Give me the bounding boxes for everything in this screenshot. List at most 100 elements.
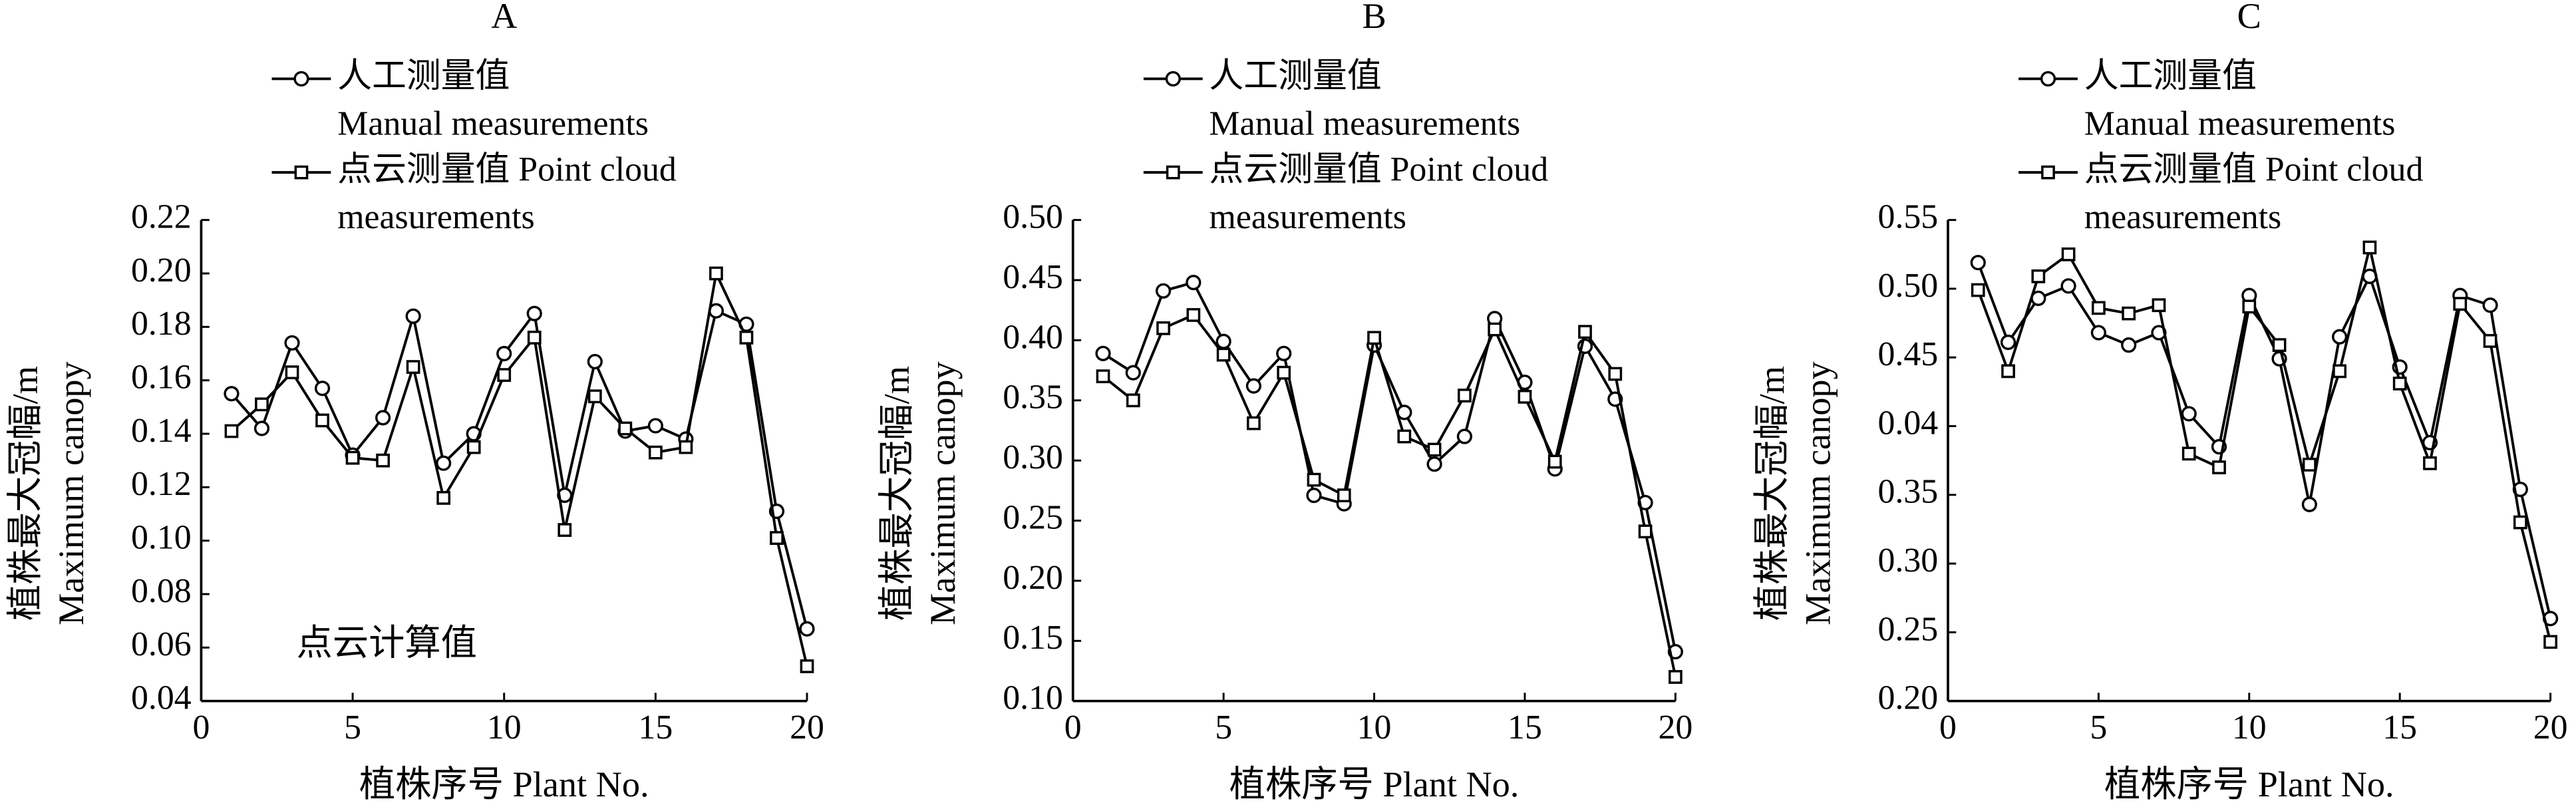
x-tick-label: 10 <box>1357 709 1392 746</box>
y-tick-label: 0.55 <box>1878 198 1939 236</box>
marker <box>2483 334 2497 348</box>
marker <box>1186 275 1202 291</box>
x-tick-label: 10 <box>487 709 522 746</box>
y-axis-label: 植株最大冠幅/m <box>1752 366 1792 621</box>
annotation: 点云计算值 <box>297 623 477 663</box>
x-tick-label: 15 <box>2382 709 2417 746</box>
marker <box>1247 416 1261 430</box>
marker <box>1367 331 1381 345</box>
marker <box>739 331 754 345</box>
chart-panel: A 0.04 0.06 0.08 0.10 0.12 0.14 0.16 0.18 0.20 0.2… <box>5 0 824 804</box>
y-tick-label: 0.50 <box>1003 198 1063 236</box>
y-axis-label: 植株最大冠幅/m <box>5 366 45 621</box>
marker <box>587 389 602 404</box>
marker <box>2392 377 2407 391</box>
legend-label: 点云测量值 Point cloud measurements <box>2084 149 2424 237</box>
y-tick-label: 0.10 <box>131 519 192 557</box>
marker <box>1488 322 1502 337</box>
marker <box>2122 306 2136 321</box>
x-tick-label: 5 <box>344 709 361 746</box>
marker <box>253 420 270 436</box>
marker <box>405 308 421 324</box>
y-axis-label: Maximum canopy <box>51 361 91 625</box>
marker <box>2423 456 2437 470</box>
y-tick-label: 0.45 <box>1878 335 1939 373</box>
chart-panel: C 0.20 0.25 0.30 0.35 0.04 0.45 0.50 0.55 0 5 10 15 2… <box>1752 0 2567 804</box>
marker <box>1547 454 1562 469</box>
y-tick-label: 0.20 <box>131 251 192 289</box>
marker <box>1126 393 1140 408</box>
marker <box>2121 337 2137 353</box>
y-tick-label: 0.15 <box>1003 619 1063 657</box>
marker <box>2333 364 2346 379</box>
y-tick-label: 0.04 <box>131 679 192 717</box>
marker <box>1215 333 1231 349</box>
x-tick-label: 0 <box>192 709 210 746</box>
y-tick-label: 0.40 <box>1003 318 1063 356</box>
marker <box>1337 488 1351 502</box>
marker <box>224 386 240 402</box>
marker <box>2513 515 2527 530</box>
chart-title: B <box>1362 0 1386 36</box>
y-tick-label: 0.18 <box>131 305 192 343</box>
marker <box>1096 369 1110 384</box>
marker <box>1186 308 1201 322</box>
marker <box>1458 389 1472 403</box>
y-tick-label: 0.50 <box>1878 267 1939 305</box>
marker <box>436 455 452 471</box>
chart-title: C <box>2237 0 2261 36</box>
legend-item: 人工测量值 Manual measurements <box>337 56 649 143</box>
marker <box>558 523 572 537</box>
marker <box>2242 299 2257 314</box>
y-tick-label: 0.45 <box>1003 258 1063 296</box>
marker <box>2060 278 2076 294</box>
y-axis-label: 植株最大冠幅/m <box>877 366 917 621</box>
y-tick-label: 0.12 <box>131 465 192 503</box>
marker <box>406 360 420 374</box>
marker <box>2543 635 2557 649</box>
marker <box>618 421 633 436</box>
marker <box>587 353 603 370</box>
marker <box>2181 406 2197 422</box>
chart-panel: B 0.10 0.15 0.20 0.25 0.30 0.35 0.40 0.45 0.50 0 5 1… <box>877 0 1692 804</box>
x-tick-label: 15 <box>638 709 673 746</box>
y-tick-label: 0.04 <box>1878 404 1939 442</box>
legend-item: 人工测量值 Manual measurements <box>1209 55 1521 143</box>
marker <box>2212 460 2226 474</box>
y-tick-label: 0.08 <box>131 572 192 610</box>
legend-label: 人工测量值 Manual measurements <box>1209 55 1521 143</box>
marker <box>1456 428 1472 444</box>
marker <box>1307 472 1321 487</box>
marker <box>1125 365 1141 381</box>
x-tick-label: 20 <box>790 709 824 746</box>
y-tick-label: 0.16 <box>131 359 192 397</box>
x-axis-label: 植株序号 Plant No. <box>1229 764 1520 804</box>
legend-marker <box>294 165 309 180</box>
marker <box>284 335 300 351</box>
marker <box>224 424 239 438</box>
marker <box>2272 338 2287 353</box>
marker <box>1216 347 1231 362</box>
legend-item: 点云测量值 Point cloud measurements <box>1209 150 1549 237</box>
marker <box>496 345 512 362</box>
y-axis-label: Maximum canopy <box>1798 361 1838 625</box>
y-tick-label: 0.10 <box>1003 679 1063 717</box>
y-tick-label: 0.14 <box>131 412 192 450</box>
marker <box>2301 496 2317 512</box>
marker <box>436 491 451 505</box>
marker <box>799 621 815 637</box>
legend-marker <box>2041 165 2055 180</box>
marker <box>1155 283 1172 299</box>
marker <box>376 453 390 468</box>
marker <box>648 445 663 460</box>
marker <box>1277 365 1291 380</box>
marker <box>2302 457 2317 472</box>
marker <box>2061 247 2076 261</box>
marker <box>315 413 329 428</box>
series-line <box>1102 313 1677 677</box>
marker <box>2482 297 2498 313</box>
marker <box>2031 269 2046 283</box>
marker <box>1638 524 1653 539</box>
marker <box>2000 334 2016 351</box>
marker <box>314 381 331 397</box>
